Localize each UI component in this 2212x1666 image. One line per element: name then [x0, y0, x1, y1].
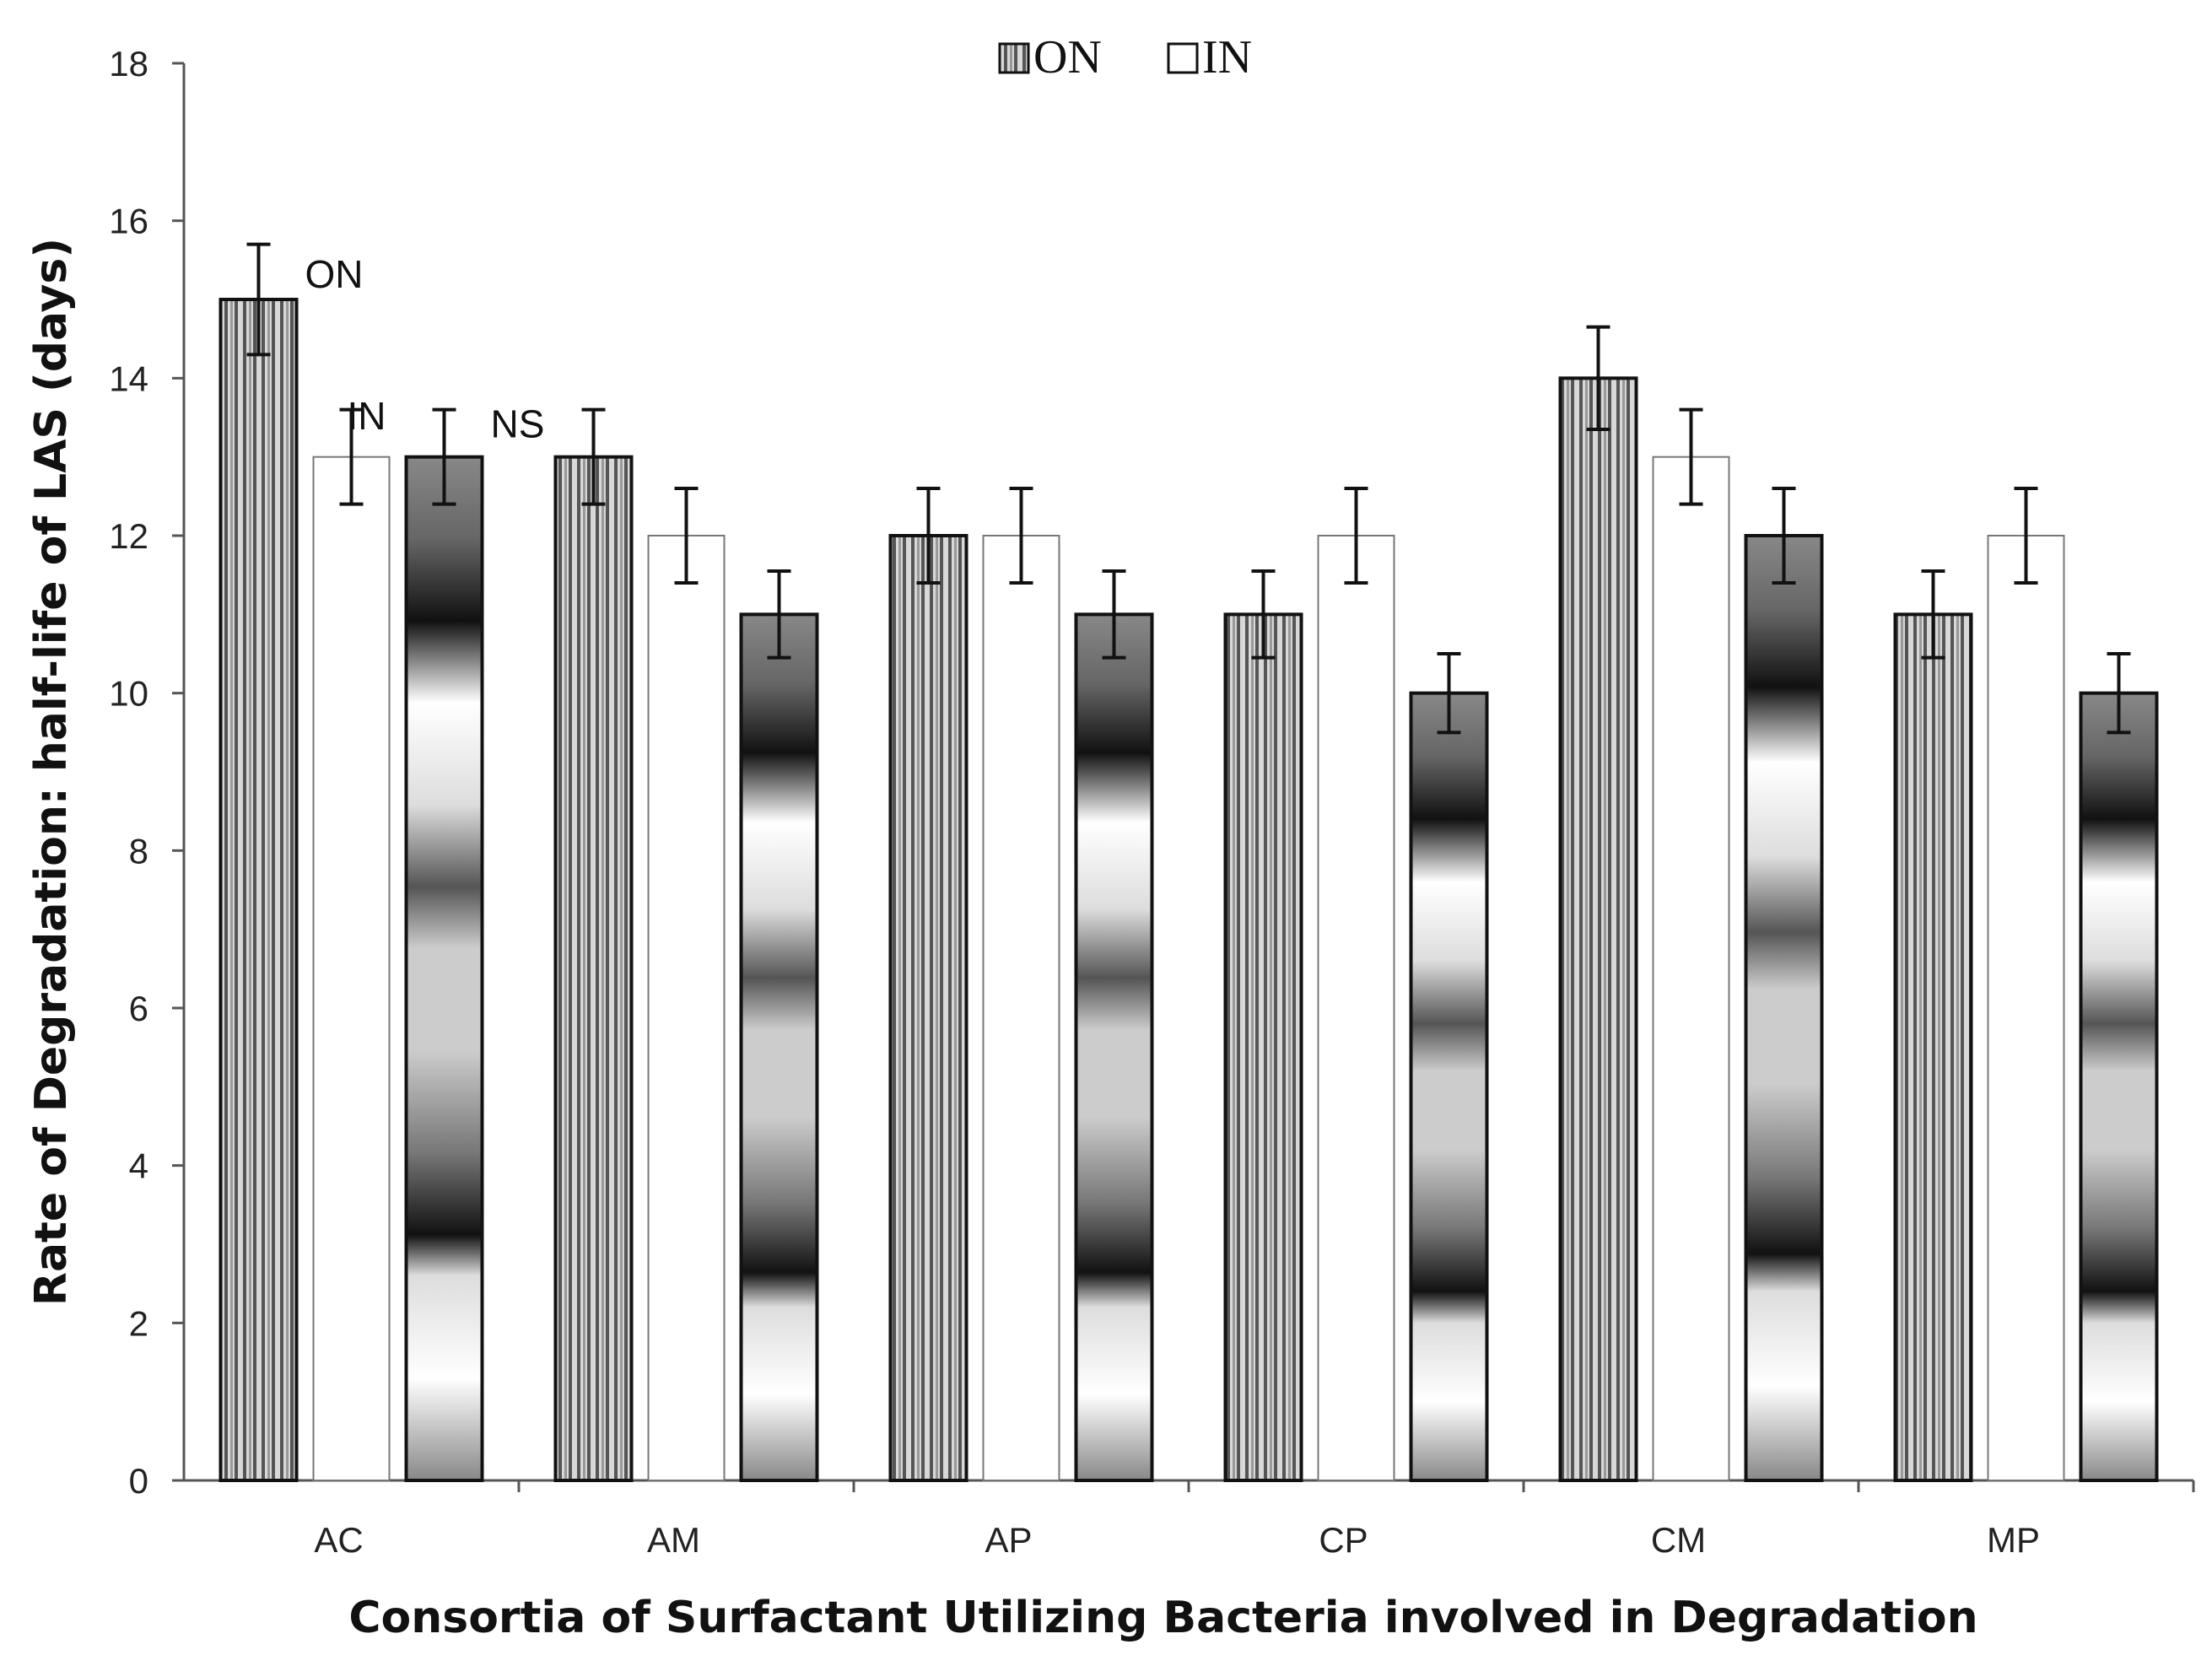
- bar-annotation: NS: [491, 402, 545, 445]
- error-bars-group: [246, 242, 2131, 735]
- x-tick-label: MP: [1987, 1520, 2040, 1560]
- y-tick-label: 2: [129, 1303, 148, 1343]
- bar-mp-series-2: [1987, 535, 2065, 1481]
- y-axis-title: Rate of Degradation: half-life of LAS (d…: [26, 238, 77, 1306]
- y-tick-label: 14: [109, 359, 148, 398]
- error-bar: [1586, 325, 1610, 431]
- bar-annotation: IN: [348, 394, 386, 438]
- y-tick-label: 6: [129, 989, 148, 1028]
- error-bar: [2014, 487, 2038, 585]
- legend-label: IN: [1202, 31, 1252, 84]
- error-bar: [1679, 407, 1703, 506]
- error-bar: [674, 487, 699, 585]
- error-bar: [1251, 569, 1276, 660]
- x-tick-label: CP: [1319, 1520, 1368, 1560]
- error-bar: [767, 569, 791, 660]
- legend-item: ON: [998, 31, 1102, 84]
- legend-item: IN: [1167, 31, 1252, 84]
- error-bar: [1009, 487, 1033, 585]
- bar-am-series-3: [739, 612, 819, 1482]
- bar-mp-series-1: [1893, 612, 1973, 1482]
- bar-am-series-2: [647, 535, 726, 1481]
- error-bar: [432, 407, 456, 506]
- legend-swatch: [998, 42, 1030, 74]
- bar-am-series-1: [553, 455, 634, 1483]
- bar-annotation: ON: [305, 252, 364, 296]
- axes: [182, 63, 2193, 1482]
- ticks-group: 0 2 4 6 8 10 12 14 16 18 AC AM AP CP CM MP: [109, 44, 2195, 1560]
- error-bar: [1772, 487, 1796, 585]
- x-tick-label: CM: [1651, 1520, 1706, 1560]
- bar-ap-series-2: [982, 535, 1060, 1481]
- bar-ap-series-1: [888, 534, 968, 1482]
- bars-group: [219, 298, 2159, 1483]
- x-axis-title: Consortia of Surfactant Utilizing Bacter…: [348, 1593, 1977, 1643]
- error-bar: [246, 242, 271, 357]
- error-bar: [581, 407, 606, 506]
- error-bar: [1344, 487, 1368, 585]
- bar-ac-series-3: [404, 455, 484, 1483]
- bar-ap-series-3: [1074, 612, 1154, 1482]
- error-bar: [1102, 569, 1126, 660]
- error-bar: [916, 487, 941, 585]
- y-tick-label: 16: [109, 202, 148, 241]
- error-bar: [1921, 569, 1945, 660]
- bar-cm-series-2: [1652, 456, 1730, 1482]
- bar-cm-series-1: [1558, 376, 1638, 1482]
- bar-ac-series-1: [219, 298, 299, 1482]
- error-bar: [339, 407, 364, 506]
- bar-cp-series-3: [1409, 691, 1489, 1482]
- y-tick-label: 8: [129, 831, 148, 871]
- bar-cp-series-1: [1223, 612, 1303, 1482]
- error-bar: [2107, 652, 2131, 735]
- bar-mp-series-3: [2079, 691, 2159, 1482]
- x-tick-label: AM: [647, 1520, 700, 1560]
- y-tick-label: 12: [109, 516, 148, 556]
- bar-cp-series-2: [1317, 535, 1395, 1481]
- legend-swatch: [1167, 42, 1199, 74]
- x-tick-label: AP: [985, 1520, 1032, 1560]
- y-tick-label: 0: [129, 1461, 148, 1501]
- legend-label: ON: [1033, 31, 1102, 84]
- bar-cm-series-3: [1744, 534, 1824, 1482]
- bar-ac-series-2: [312, 456, 391, 1482]
- annotations: ON IN NS: [305, 252, 545, 445]
- y-tick-label: 18: [109, 44, 148, 84]
- error-bar: [1437, 652, 1461, 735]
- x-tick-label: AC: [314, 1520, 363, 1560]
- legend: ON IN: [998, 31, 1252, 84]
- y-tick-label: 10: [109, 674, 148, 714]
- y-tick-label: 4: [129, 1146, 148, 1186]
